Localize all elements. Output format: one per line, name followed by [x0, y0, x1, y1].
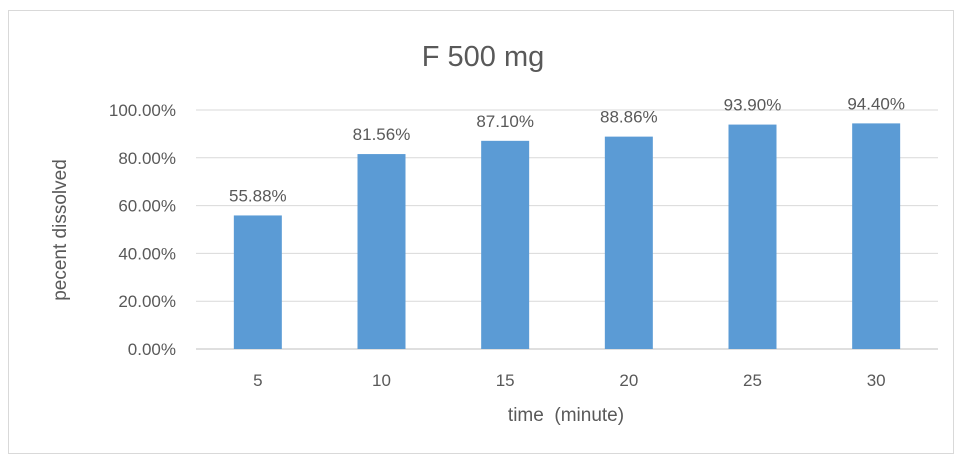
data-label: 87.10%: [476, 112, 534, 131]
x-axis-ticks: 5 10 15 20 25 30: [253, 371, 886, 390]
data-label: 94.40%: [847, 94, 905, 113]
y-tick-label: 80.00%: [118, 149, 176, 168]
y-tick-label: 60.00%: [118, 197, 176, 216]
x-axis-title: time (minute): [508, 405, 624, 426]
chart-title: F 500 mg: [422, 41, 545, 73]
x-tick-label: 25: [743, 371, 762, 390]
x-tick-label: 5: [253, 371, 262, 390]
bar: [728, 124, 777, 349]
y-tick-label: 20.00%: [118, 292, 176, 311]
bar: [604, 136, 653, 349]
data-label: 88.86%: [600, 108, 658, 127]
y-tick-label: 0.00%: [128, 340, 176, 359]
bar: [357, 154, 406, 349]
chart-frame: [8, 10, 954, 454]
bars: [233, 123, 901, 349]
y-axis-ticks: 0.00% 20.00% 40.00% 60.00% 80.00% 100.00%: [109, 101, 176, 359]
gridlines: [196, 109, 938, 350]
x-tick-label: 20: [619, 371, 638, 390]
x-tick-label: 10: [372, 371, 391, 390]
bar: [481, 140, 530, 349]
y-axis-title: pecent dissolved: [50, 159, 71, 301]
bar: [852, 123, 901, 349]
y-tick-label: 40.00%: [118, 244, 176, 263]
x-tick-label: 30: [867, 371, 886, 390]
bar: [233, 215, 282, 349]
y-tick-label: 100.00%: [109, 101, 176, 120]
data-label: 93.90%: [724, 96, 782, 115]
x-tick-label: 15: [496, 371, 515, 390]
data-label: 55.88%: [229, 186, 287, 205]
data-labels: 55.88% 81.56% 87.10% 88.86% 93.90% 94.40%: [229, 94, 905, 205]
data-label: 81.56%: [353, 125, 411, 144]
